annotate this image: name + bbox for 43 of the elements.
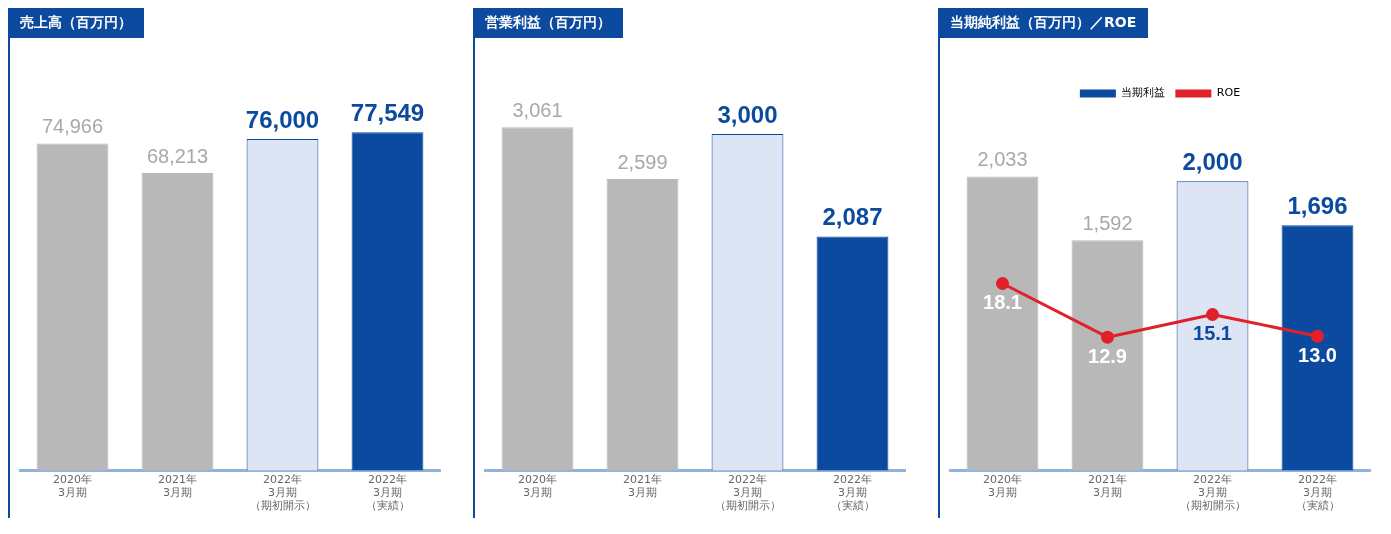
- x-tick-label: 2022年3月期（実績）: [365, 472, 410, 513]
- x-tick-label: 2022年3月期（期初開示）: [249, 472, 316, 513]
- data-label: 77,549: [350, 98, 425, 126]
- chart-title: 売上高（百万円）: [8, 8, 144, 38]
- data-label: 2,087: [822, 203, 883, 231]
- data-label: 74,966: [41, 115, 104, 138]
- x-tick-label: 2022年3月期（実績）: [830, 472, 875, 513]
- x-tick-label: 2020年3月期: [53, 472, 92, 500]
- x-tick-label: 2022年3月期（期初開示）: [1179, 472, 1246, 513]
- data-label: 1,696: [1287, 191, 1348, 219]
- x-tick-label: 2022年3月期（実績）: [1295, 472, 1340, 513]
- point: [1206, 307, 1219, 321]
- bar: [501, 127, 574, 471]
- data-label: 15.1: [1193, 322, 1232, 344]
- data-label: 2,033: [977, 148, 1028, 171]
- data-label: 13.0: [1298, 343, 1337, 366]
- x-tick-label: 2021年3月期: [623, 472, 662, 500]
- data-label: 2,599: [617, 150, 668, 173]
- data-label: 68,213: [146, 144, 209, 167]
- bar: [1281, 225, 1354, 471]
- data-label: 1,592: [1082, 211, 1133, 234]
- legend-label: 当期利益: [1121, 86, 1166, 100]
- bar: [966, 176, 1039, 471]
- bar: [1071, 240, 1144, 471]
- point: [1311, 329, 1324, 343]
- bar: [606, 179, 679, 471]
- chart-title: 営業利益（百万円）: [473, 8, 623, 38]
- x-tick-label: 2021年3月期: [1088, 472, 1127, 500]
- point: [1101, 330, 1114, 344]
- data-label: 12.9: [1088, 344, 1127, 367]
- x-tick-label: 2021年3月期: [158, 472, 197, 500]
- x-tick-label: 2022年3月期（期初開示）: [714, 472, 781, 513]
- x-tick-label: 2020年3月期: [983, 472, 1022, 500]
- data-label: 2,000: [1182, 147, 1243, 175]
- point: [996, 277, 1009, 291]
- chart-title: 当期純利益（百万円）／ROE: [938, 8, 1149, 38]
- data-label: 18.1: [983, 291, 1022, 314]
- data-label: 3,061: [512, 98, 563, 121]
- legend-label: ROE: [1216, 86, 1241, 100]
- x-tick-label: 2020年3月期: [518, 472, 557, 500]
- data-label: 76,000: [245, 105, 320, 133]
- data-label: 3,000: [717, 100, 778, 128]
- bar: [816, 236, 889, 471]
